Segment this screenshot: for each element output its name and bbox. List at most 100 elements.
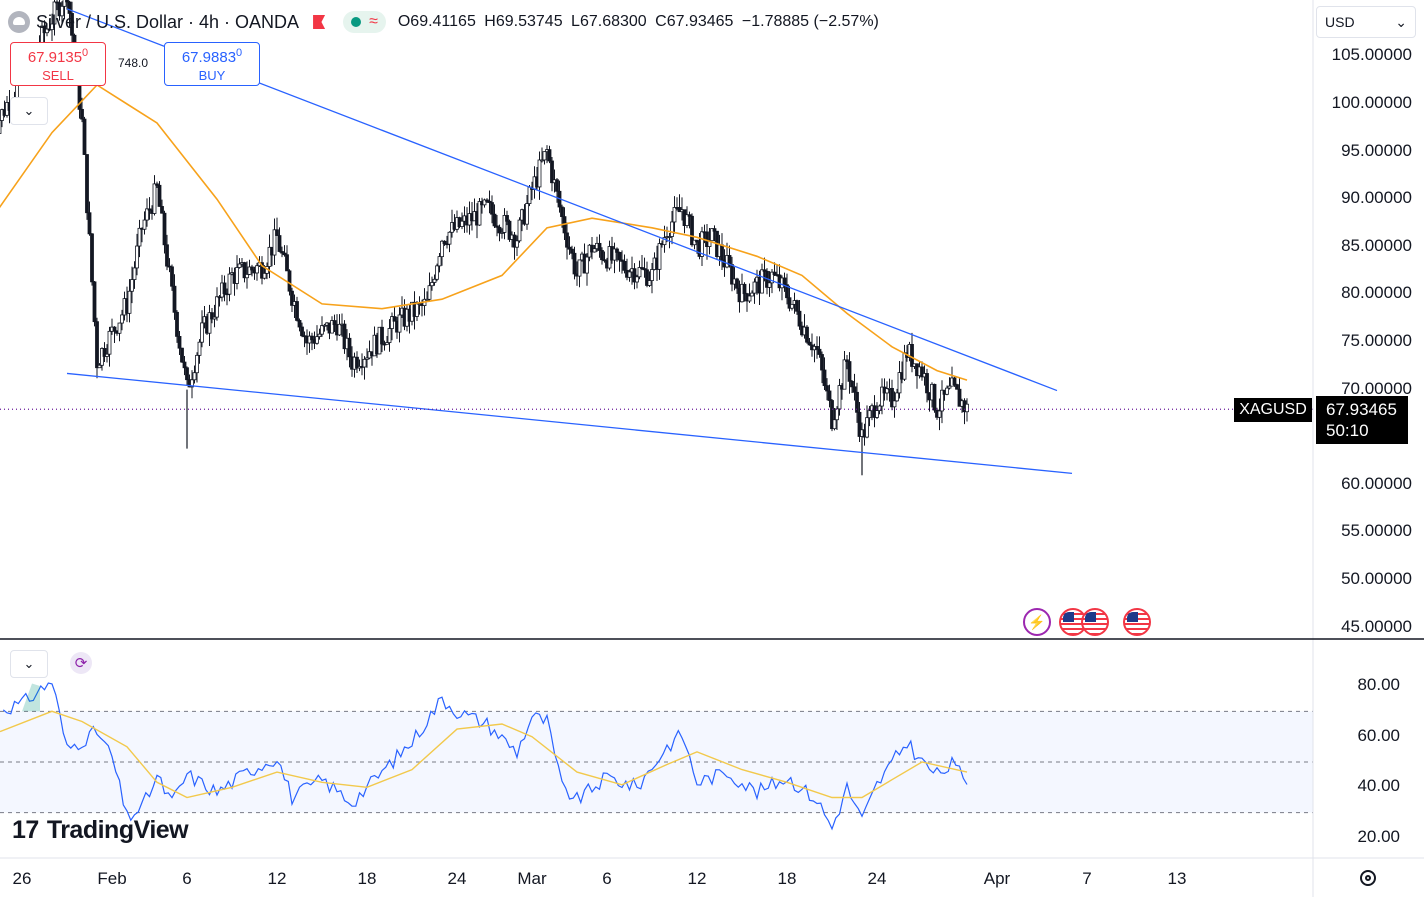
candle-body xyxy=(785,284,789,299)
candle-body xyxy=(432,278,437,283)
candle-body xyxy=(137,227,142,247)
us-flag-event-icon[interactable] xyxy=(1123,608,1151,636)
bar-countdown: 50:10 xyxy=(1326,421,1369,440)
candle-body xyxy=(772,271,777,275)
candle-body xyxy=(920,366,924,378)
price-tick-label: 105.00000 xyxy=(1331,45,1412,65)
candle-body xyxy=(212,316,217,320)
candle-body xyxy=(87,212,92,235)
candle-body xyxy=(105,353,109,357)
us-flag-event-icon[interactable] xyxy=(1081,608,1109,636)
trendline-lower xyxy=(66,372,1073,475)
candle-body xyxy=(330,320,334,334)
candle-body xyxy=(835,408,839,421)
candle-body xyxy=(272,229,277,256)
candle-body xyxy=(342,323,347,350)
candle-body xyxy=(570,248,574,254)
candle-body xyxy=(222,282,227,295)
candle-body xyxy=(620,259,624,262)
candle-body xyxy=(657,243,662,270)
candle-body xyxy=(185,367,189,381)
candle-body xyxy=(672,207,677,223)
candle-body xyxy=(155,183,159,186)
candle-body xyxy=(752,281,757,294)
market-status[interactable]: ≈ xyxy=(343,11,386,33)
candle-body xyxy=(662,237,667,246)
candle-body xyxy=(617,251,622,261)
candle-body xyxy=(560,206,564,217)
symbol-legend[interactable]: Silver / U.S. Dollar · 4h · OANDA ≈ O69.… xyxy=(8,8,883,36)
market-open-dot-icon xyxy=(351,17,362,27)
candle-body xyxy=(642,268,647,271)
candle-body xyxy=(332,320,337,326)
candle-body xyxy=(850,380,854,388)
candle-body xyxy=(945,387,949,395)
candle-body xyxy=(380,326,384,345)
candle-body xyxy=(132,267,137,280)
rsi-overbought-fill xyxy=(22,683,40,712)
legend-collapse-button[interactable]: ⌄ xyxy=(10,97,48,125)
candle-body xyxy=(390,316,394,329)
candle-body xyxy=(392,316,397,322)
candle-body xyxy=(85,154,89,214)
tradingview-logo[interactable]: 17 TradingView xyxy=(12,816,189,845)
rsi-collapse-button[interactable]: ⌄ xyxy=(10,650,48,678)
candle-body xyxy=(387,328,392,343)
candle-body xyxy=(397,314,402,333)
candle-body xyxy=(157,184,162,207)
rsi-layer xyxy=(0,682,968,831)
candle-body xyxy=(90,233,94,283)
candle-body xyxy=(670,221,674,237)
candle-body xyxy=(710,228,714,242)
candle-body xyxy=(525,203,529,225)
data-wave-icon: ≈ xyxy=(369,13,378,30)
candle-body xyxy=(295,301,299,321)
sell-button[interactable]: 67.91350 SELL xyxy=(10,42,106,86)
candle-body xyxy=(542,151,547,161)
candle-body xyxy=(940,389,944,412)
candle-body xyxy=(337,323,342,336)
candle-body xyxy=(52,1,57,25)
candle-body xyxy=(500,232,504,234)
moving-average-layer xyxy=(0,83,968,381)
time-tick-label: Feb xyxy=(97,869,127,888)
flag-icon[interactable] xyxy=(313,15,326,29)
settings-icon[interactable] xyxy=(1360,870,1376,886)
candle-body xyxy=(447,231,452,245)
candle-body xyxy=(790,303,794,309)
candle-body xyxy=(795,300,799,312)
time-tick-label: 12 xyxy=(687,869,707,888)
candle-body xyxy=(847,361,852,382)
candle-body xyxy=(152,183,157,214)
candle-body xyxy=(487,200,492,203)
price-tick-label: 45.00000 xyxy=(1341,616,1412,636)
candles-layer xyxy=(0,0,969,476)
candle-body xyxy=(65,0,69,3)
lightning-event-icon[interactable]: ⚡ xyxy=(1023,608,1051,636)
candle-body xyxy=(700,231,704,257)
candle-body xyxy=(145,208,149,221)
candle-body xyxy=(957,388,962,407)
candle-body xyxy=(767,282,772,288)
candle-body xyxy=(262,272,267,279)
candle-body xyxy=(555,179,559,192)
candle-body xyxy=(640,267,644,270)
candle-body xyxy=(215,296,219,318)
candle-body xyxy=(95,321,99,369)
symbol-title[interactable]: Silver / U.S. Dollar · 4h · OANDA xyxy=(36,11,300,32)
time-tick-label: 24 xyxy=(447,869,467,888)
candle-body xyxy=(235,267,239,284)
candle-body xyxy=(460,220,464,227)
candle-body xyxy=(695,239,699,243)
candle-body xyxy=(820,354,824,371)
candle-body xyxy=(172,285,177,313)
candle-body xyxy=(192,372,197,381)
candle-body xyxy=(67,1,72,14)
candle-body xyxy=(170,266,174,287)
candle-body xyxy=(540,159,544,162)
candle-body xyxy=(817,348,822,355)
buy-button[interactable]: 67.98830 BUY xyxy=(164,42,260,86)
currency-select[interactable]: USD ⌄ xyxy=(1316,6,1416,38)
refresh-icon[interactable]: ⟳ xyxy=(70,652,92,674)
